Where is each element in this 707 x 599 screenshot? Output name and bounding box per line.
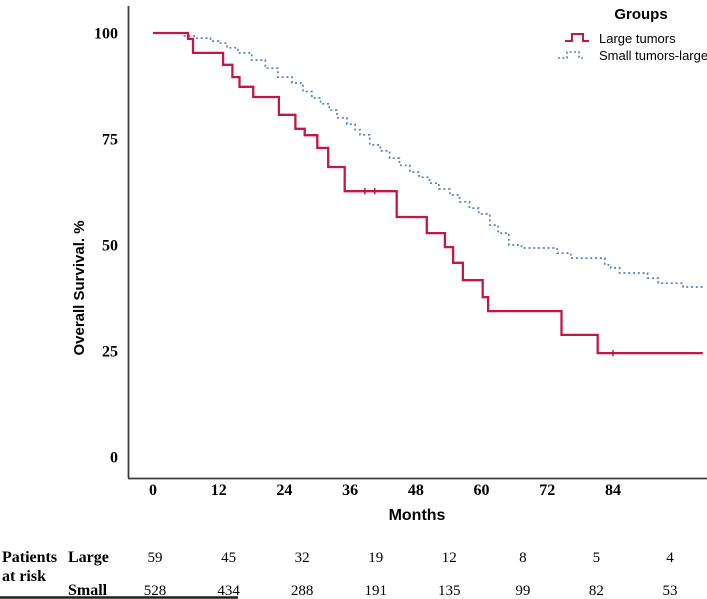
patients-at-risk-table: Patients at risk Large Small 59 45 32 19 12 8…	[2, 549, 677, 599]
risk-count: 32	[295, 550, 310, 566]
risk-count: 528	[144, 583, 167, 599]
x-tick-label: 24	[276, 482, 292, 499]
y-tick-label: 100	[94, 26, 118, 43]
legend-label-small: Small tumors-large	[599, 48, 707, 63]
x-tick-label: 60	[474, 482, 490, 499]
y-axis-tick-labels: 100 75 50 25 0	[94, 26, 118, 467]
risk-row-small-values: 528 434 288 191 135 99 82 53	[144, 583, 678, 599]
y-tick-label: 50	[102, 238, 118, 255]
large-tumors-survival-curve	[153, 31, 703, 355]
risk-row-label-small: Small	[68, 582, 108, 599]
x-tick-label: 12	[211, 482, 227, 499]
y-tick-label: 25	[102, 344, 118, 361]
legend: Groups Large tumors Small tumors-large	[558, 6, 707, 63]
risk-count: 99	[515, 583, 530, 599]
x-tick-label: 36	[342, 482, 358, 499]
legend-solid-line-icon	[565, 33, 589, 42]
x-tick-label: 48	[408, 482, 424, 499]
legend-title: Groups	[614, 6, 667, 23]
risk-count: 8	[519, 550, 527, 566]
legend-label-large: Large tumors	[599, 31, 676, 46]
risk-count: 19	[368, 550, 383, 566]
risk-count: 45	[221, 550, 236, 566]
x-tick-label: 84	[605, 482, 621, 499]
x-axis-title: Months	[389, 507, 446, 524]
risk-count: 12	[442, 550, 457, 566]
y-tick-label: 0	[110, 450, 118, 467]
risk-count: 135	[438, 583, 461, 599]
risk-count: 191	[364, 583, 387, 599]
risk-count: 53	[662, 583, 677, 599]
x-tick-label: 72	[539, 482, 555, 499]
risk-table-header-line2: at risk	[2, 568, 46, 585]
censor-tick-marks	[364, 187, 614, 357]
risk-row-label-large: Large	[68, 549, 109, 566]
risk-count: 434	[217, 583, 240, 599]
risk-count: 82	[589, 583, 604, 599]
y-tick-label: 75	[102, 132, 118, 149]
small-tumors-survival-curve	[153, 32, 703, 288]
x-axis-tick-labels: 0 12 24 36 48 60 72 84	[149, 482, 621, 499]
legend-dotted-line-icon	[558, 51, 583, 59]
x-tick-label: 0	[149, 482, 157, 499]
risk-count: 4	[666, 550, 674, 566]
risk-row-large-values: 59 45 32 19 12 8 5 4	[148, 550, 675, 566]
risk-count: 288	[291, 583, 314, 599]
y-axis-title: Overall Survival. %	[71, 220, 88, 355]
risk-table-header-line1: Patients	[2, 549, 57, 566]
risk-count: 59	[148, 550, 163, 566]
risk-count: 5	[593, 550, 601, 566]
